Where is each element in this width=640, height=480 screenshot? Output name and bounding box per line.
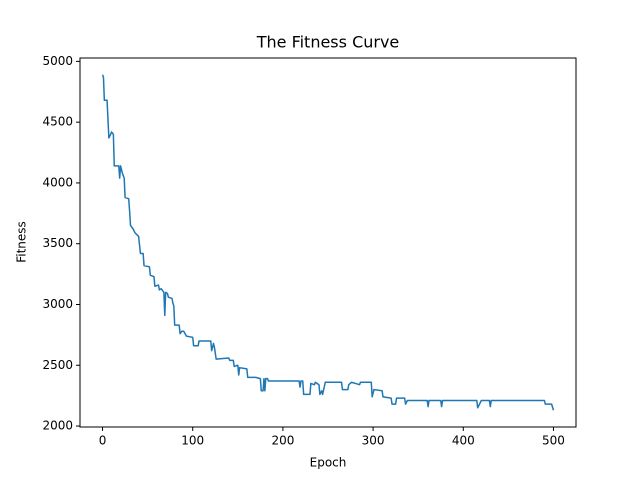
y-tick-label: 4000 — [42, 175, 73, 189]
y-axis-label: Fitness — [15, 221, 29, 263]
y-tick-label: 4500 — [42, 115, 73, 129]
x-tick-label: 0 — [99, 434, 107, 448]
y-tick-label: 2000 — [42, 419, 73, 433]
y-tick-label: 3000 — [42, 297, 73, 311]
y-tick-label: 5000 — [42, 54, 73, 68]
x-axis-label: Epoch — [310, 456, 347, 470]
y-tick-label: 2500 — [42, 358, 73, 372]
x-tick-label: 200 — [271, 434, 294, 448]
chart-title: The Fitness Curve — [256, 33, 400, 52]
x-tick-label: 300 — [362, 434, 385, 448]
x-tick-label: 100 — [181, 434, 204, 448]
y-tick-label: 3500 — [42, 236, 73, 250]
x-tick-label: 400 — [452, 434, 475, 448]
x-tick-label: 500 — [542, 434, 565, 448]
line-series — [101, 74, 555, 411]
axes-frame — [79, 57, 577, 428]
